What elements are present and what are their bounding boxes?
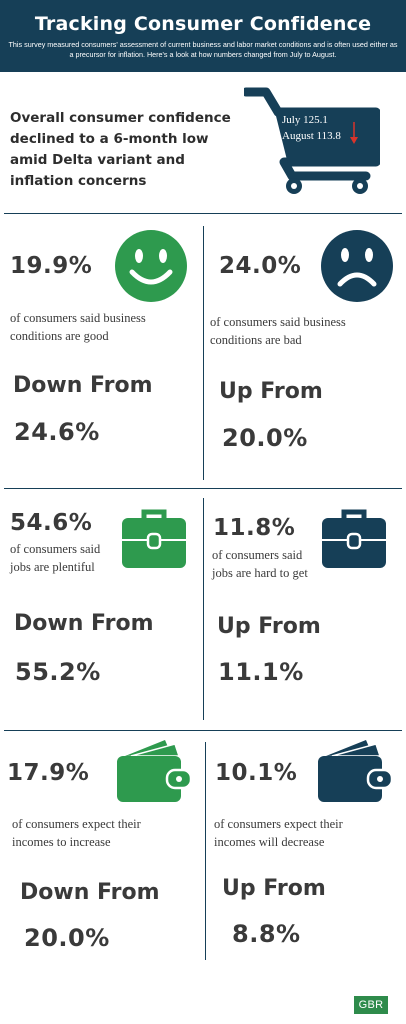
stat-description: of consumers said business conditions are… [210, 315, 346, 347]
stat-description: of consumers said jobs are plentiful [10, 542, 101, 574]
sad-face-icon [321, 230, 393, 302]
cart-august-value: August 113.8 [282, 130, 341, 142]
change-direction: Up From [217, 614, 321, 639]
briefcase-icon [322, 509, 386, 568]
stat-description: of consumers expect their incomes will de… [214, 817, 343, 849]
cart-july-value: July 125.1 [282, 114, 328, 126]
previous-value: 8.8% [232, 920, 301, 948]
header-banner: Tracking Consumer Confidence This survey… [0, 0, 406, 72]
previous-value: 20.0% [24, 924, 110, 952]
wallet-icon [318, 740, 392, 802]
column-divider [203, 498, 204, 720]
change-direction: Down From [13, 373, 153, 398]
stat-description: of consumers expect their incomes to incr… [12, 817, 141, 849]
section-divider [4, 488, 402, 489]
headline-text: Overall consumer confidence declined to … [10, 110, 231, 189]
gbr-logo: GBR [354, 996, 388, 1014]
page-subtitle: This survey measured consumers' assessme… [8, 40, 398, 59]
column-divider [205, 742, 206, 960]
previous-value: 55.2% [15, 658, 101, 686]
stat-percent: 17.9% [7, 760, 90, 786]
previous-value: 24.6% [14, 418, 100, 446]
previous-value: 11.1% [218, 658, 304, 686]
stat-percent: 11.8% [213, 515, 296, 541]
smiley-face-icon [115, 230, 187, 302]
shopping-cart-icon [244, 87, 380, 194]
stat-percent: 54.6% [10, 510, 93, 536]
stat-description: of consumers said business conditions are… [10, 311, 146, 343]
section-divider [4, 730, 402, 731]
page-title: Tracking Consumer Confidence [34, 13, 372, 35]
column-divider [203, 226, 204, 480]
stat-percent: 19.9% [10, 253, 93, 279]
briefcase-icon [122, 509, 186, 568]
previous-value: 20.0% [222, 424, 308, 452]
stat-description: of consumers said jobs are hard to get [212, 548, 308, 580]
section-divider [4, 213, 402, 214]
stat-percent: 24.0% [219, 253, 302, 279]
stat-percent: 10.1% [215, 760, 298, 786]
change-direction: Up From [219, 379, 323, 404]
change-direction: Up From [222, 876, 326, 901]
wallet-icon [117, 740, 191, 802]
cart-values: July 125.1 August 113.8 [282, 112, 341, 144]
change-direction: Down From [20, 880, 160, 905]
change-direction: Down From [14, 611, 154, 636]
